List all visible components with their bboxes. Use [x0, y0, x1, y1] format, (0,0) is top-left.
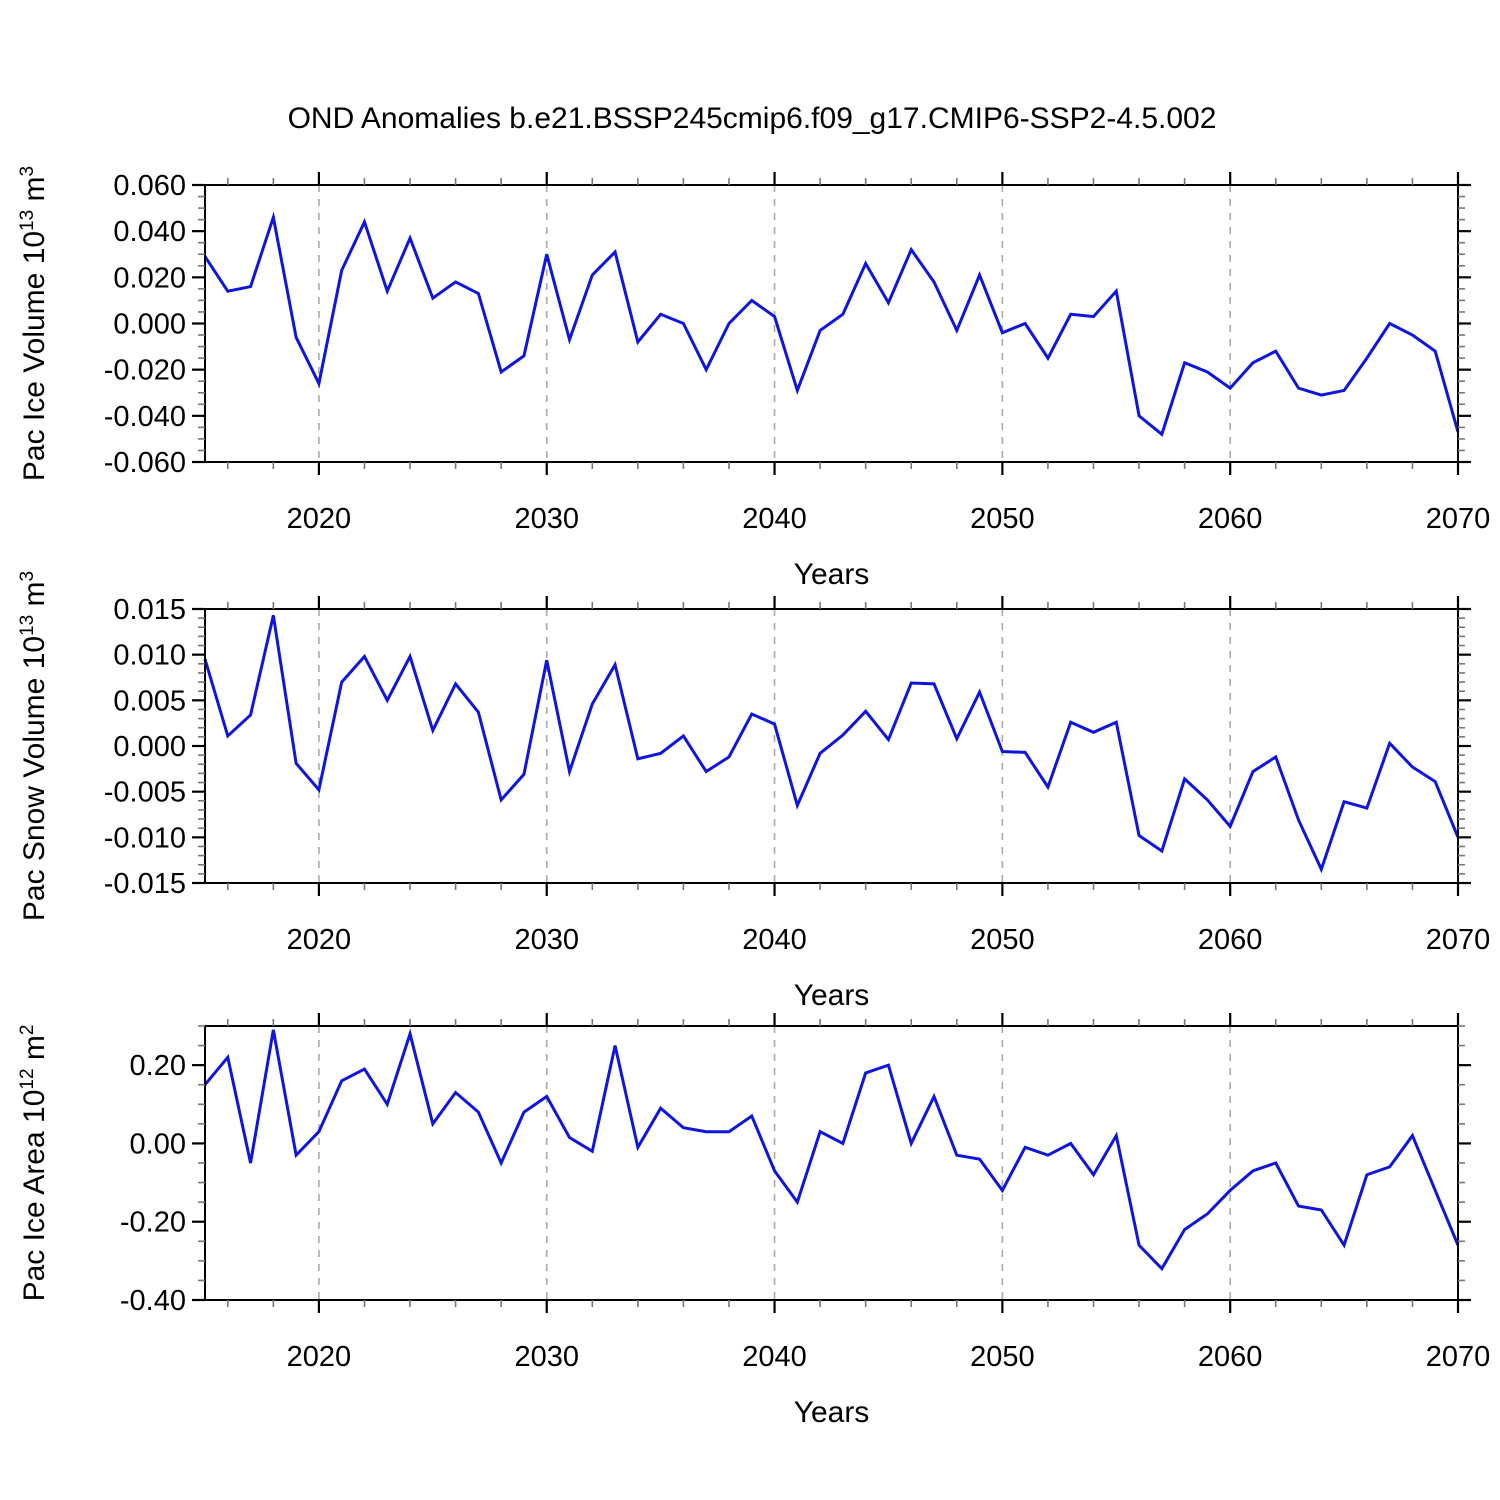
x-tick-label: 2030 — [514, 924, 579, 956]
series-line-pac-ice-area — [203, 1028, 1460, 1272]
y-tick-label: -0.40 — [120, 1285, 186, 1317]
y-tick-label: 0.00 — [130, 1128, 186, 1160]
series-line-pac-ice-volume — [203, 211, 1460, 437]
x-tick-label: 2040 — [742, 503, 807, 535]
x-tick-label: 2060 — [1198, 1341, 1263, 1373]
chart-title: OND Anomalies b.e21.BSSP245cmip6.f09_g17… — [288, 102, 1217, 135]
axes-box — [204, 1025, 1459, 1301]
x-tick-label: 2020 — [287, 503, 352, 535]
gridlines — [318, 609, 1231, 883]
y-tick-label: -0.005 — [104, 777, 186, 809]
y-tick-label: 0.040 — [113, 216, 186, 248]
gridlines — [318, 185, 1231, 462]
y-tick-label: 0.020 — [113, 262, 186, 294]
y-tick-label: 0.010 — [113, 640, 186, 672]
x-axis-title: Years — [794, 558, 870, 591]
y-tick-label: 0.060 — [113, 170, 186, 202]
y-tick-label: 0.000 — [113, 731, 186, 763]
ticks — [192, 172, 1471, 475]
y-axis-title-pac-snow-volume: Pac Snow Volume 1013 m3 — [17, 571, 51, 921]
y-tick-label: 0.20 — [130, 1050, 186, 1082]
y-axis-title-pac-ice-area: Pac Ice Area 1012 m2 — [17, 1025, 51, 1302]
x-tick-label: 2050 — [970, 1341, 1035, 1373]
x-tick-label: 2030 — [514, 503, 579, 535]
y-tick-label: -0.020 — [104, 355, 186, 387]
y-tick-label: 0.005 — [113, 685, 186, 717]
y-tick-label: -0.015 — [104, 868, 186, 900]
x-tick-label: 2020 — [287, 924, 352, 956]
x-tick-label: 2020 — [287, 1341, 352, 1373]
x-axis-title: Years — [794, 1396, 870, 1429]
x-tick-label: 2040 — [742, 1341, 807, 1373]
y-tick-label: -0.20 — [120, 1207, 186, 1239]
x-tick-label: 2070 — [1426, 924, 1491, 956]
y-tick-label: -0.060 — [104, 447, 186, 479]
y-tick-label: -0.040 — [104, 401, 186, 433]
y-axis-title-pac-ice-volume: Pac Ice Volume 1013 m3 — [17, 166, 51, 481]
x-tick-label: 2060 — [1198, 503, 1263, 535]
ticks — [192, 1013, 1471, 1313]
x-tick-label: 2060 — [1198, 924, 1263, 956]
gridlines — [318, 1026, 1231, 1300]
chart-root: 2020 2030 2040 2050 2060 2070 0.060 0.040 0.020 0… — [17, 166, 1490, 1429]
y-tick-label: -0.010 — [104, 822, 186, 854]
x-tick-label: 2030 — [514, 1341, 579, 1373]
y-tick-label: 0.000 — [113, 309, 186, 341]
x-tick-label: 2050 — [970, 924, 1035, 956]
x-tick-label: 2070 — [1426, 503, 1491, 535]
series-line-pac-snow-volume — [203, 615, 1460, 874]
panel-pac-snow-volume: 2020 2030 2040 2050 2060 2070 0.015 0.010 0.005 0… — [17, 571, 1490, 1012]
y-tick-label: 0.015 — [113, 594, 186, 626]
x-tick-label: 2050 — [970, 503, 1035, 535]
panel-pac-ice-volume: 2020 2030 2040 2050 2060 2070 0.060 0.040 0.020 0… — [17, 166, 1490, 591]
ticks — [192, 596, 1471, 896]
x-tick-label: 2040 — [742, 924, 807, 956]
panel-pac-ice-area: 2020 2030 2040 2050 2060 2070 0.20 0.00 -0.20 -0.… — [17, 1013, 1490, 1429]
x-tick-label: 2070 — [1426, 1341, 1491, 1373]
x-axis-title: Years — [794, 979, 870, 1012]
